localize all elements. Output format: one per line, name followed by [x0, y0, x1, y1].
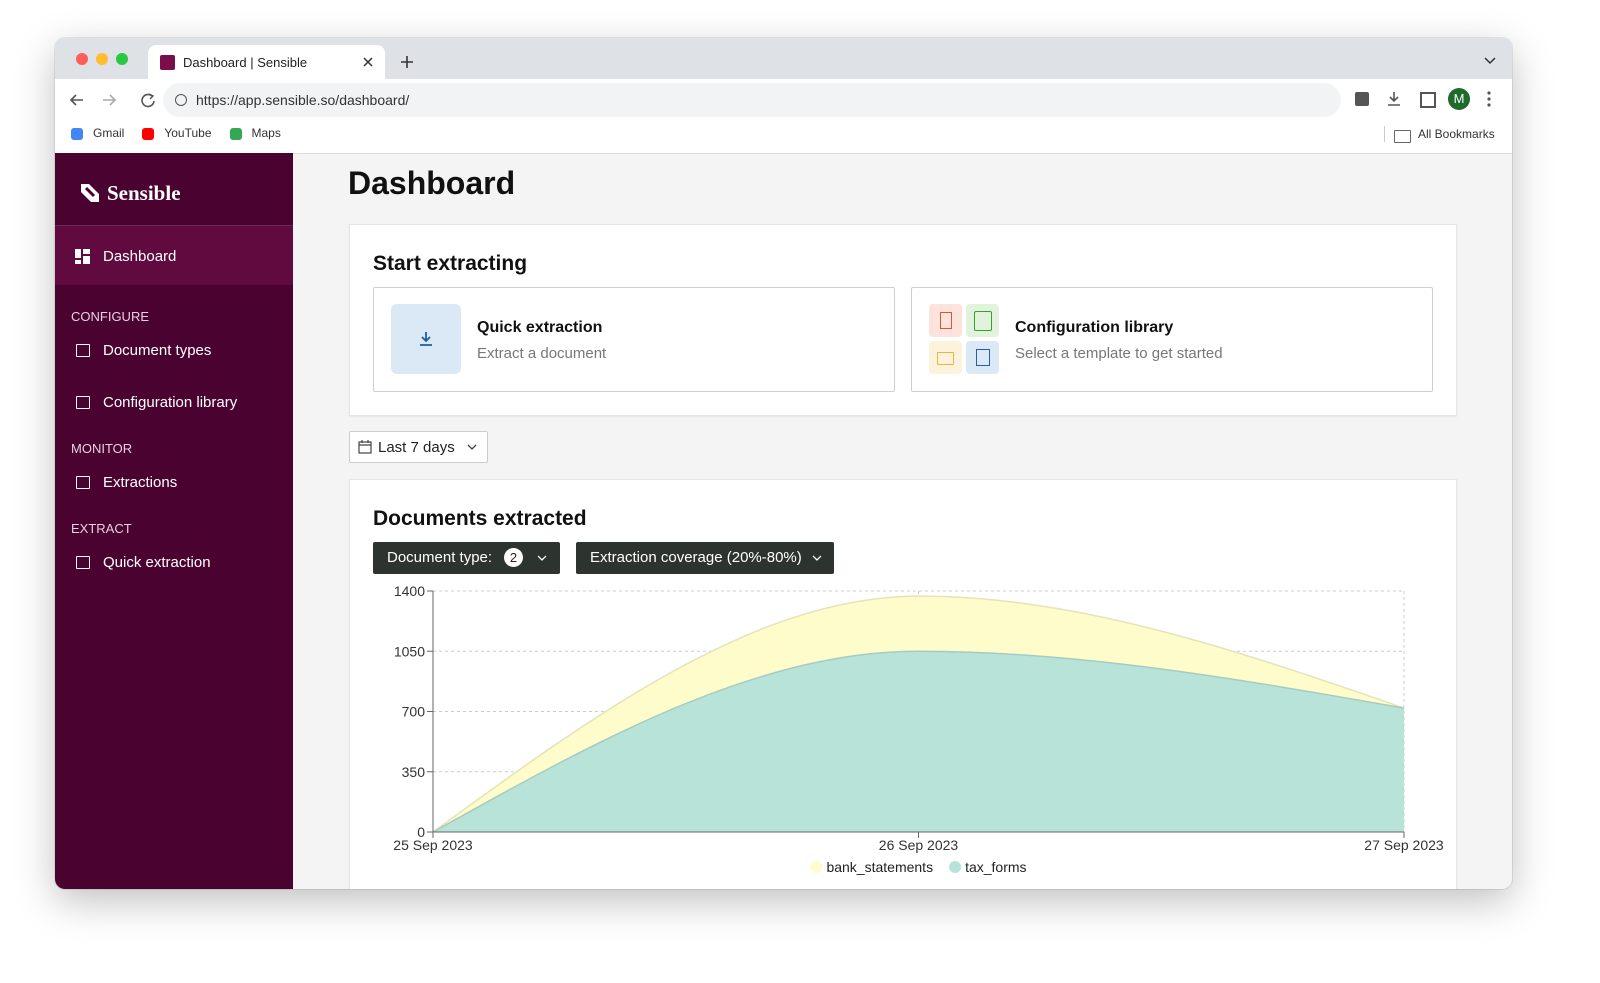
calendar-icon: [358, 440, 372, 454]
nav-label: Dashboard: [103, 248, 177, 265]
bookmark[interactable]: YouTube: [164, 126, 212, 140]
nav-buttons[interactable]: [69, 92, 169, 108]
date-filter-label: Last 7 days: [378, 439, 455, 456]
divider: [55, 225, 293, 226]
chart: 0 350 700 1050 1400 25 Sep 2023 26 Sep 2023 27 …: [393, 583, 1444, 875]
toolbar: https://app.sensible.so/dashboard/ M Gma…: [55, 79, 1512, 154]
minimize-dot[interactable]: [96, 53, 108, 65]
start-card: Start extracting Quick extraction Extrac…: [349, 224, 1457, 416]
area-edge: [432, 595, 1405, 833]
nav-icon: [76, 476, 90, 489]
area-edge: [432, 650, 1405, 833]
extensions-icon[interactable]: [1355, 92, 1369, 106]
legend-marker: [810, 861, 823, 873]
x-tick-label: 25 Sep 2023: [393, 837, 473, 853]
tab-menu[interactable]: [1484, 57, 1496, 65]
dashboard-icon: [75, 249, 90, 264]
all-bookmarks[interactable]: All Bookmarks: [1418, 127, 1495, 141]
section-title: Start extracting: [373, 252, 528, 275]
legend-label: tax_forms: [965, 859, 1026, 875]
legend-marker: [949, 861, 962, 873]
bookmark[interactable]: Gmail: [93, 126, 125, 140]
filter-label: Extraction coverage (20%-80%): [590, 549, 802, 566]
bookmark-icon: [229, 128, 242, 140]
pdf-icon: [966, 304, 999, 337]
tab[interactable]: Dashboard | Sensible: [148, 45, 385, 79]
menu-icon[interactable]: [1486, 91, 1492, 107]
area: [433, 596, 1404, 832]
doc-icon: [966, 341, 999, 374]
filter-label: Document type:: [387, 549, 493, 566]
zoom-dot[interactable]: [116, 53, 128, 65]
legend-label: bank_statements: [826, 859, 933, 875]
tile-title: Configuration library: [1015, 319, 1174, 336]
nav-item[interactable]: Document types: [103, 342, 212, 359]
quick-extraction-tile[interactable]: Quick extraction Extract a document: [373, 287, 895, 392]
page-title: Dashboard: [348, 165, 516, 201]
nav-item-active[interactable]: Dashboard: [55, 226, 293, 285]
brand-logo: [81, 184, 99, 202]
nav-icon: [76, 344, 90, 357]
section-heading: MONITOR: [71, 441, 133, 456]
nav-item[interactable]: Quick extraction: [103, 554, 211, 571]
bookmark-icon: [71, 128, 83, 140]
chevron: [467, 444, 477, 450]
x-tick-label: 27 Sep 2023: [1364, 837, 1444, 853]
bookmarks-bar: Gmail YouTube Maps: [55, 125, 1512, 145]
tile-subtitle: Select a template to get started: [1015, 345, 1223, 362]
date-filter[interactable]: Last 7 days: [349, 431, 488, 463]
document-type-filter[interactable]: Document type: 2: [373, 542, 560, 574]
tile-subtitle: Extract a document: [477, 345, 607, 362]
bookmark[interactable]: Maps: [251, 126, 281, 140]
documents-card: Documents extracted Document type: 2 Ext…: [349, 479, 1457, 889]
sidepanel-icon[interactable]: [1420, 92, 1436, 108]
y-tick-label: 1050: [394, 643, 425, 659]
pdf-icon: [929, 304, 962, 337]
nav-item[interactable]: Extractions: [103, 474, 178, 491]
nav-icon: [76, 396, 90, 409]
section-title: Documents extracted: [373, 507, 587, 530]
favicon: [160, 55, 175, 70]
tab-title: Dashboard | Sensible: [183, 55, 308, 70]
tab-close[interactable]: [362, 56, 374, 68]
tab-bar: Dashboard | Sensible: [55, 38, 1512, 79]
area: [433, 651, 1404, 832]
sidebar: Sensible Dashboard CONFIGURE Document typ…: [55, 153, 293, 889]
y-tick-label: 700: [402, 704, 426, 720]
nav-icon: [76, 556, 90, 569]
y-tick-label: 350: [402, 764, 426, 780]
tile-title: Quick extraction: [477, 319, 603, 336]
filter-badge: 2: [504, 548, 523, 567]
nav-item[interactable]: Configuration library: [103, 394, 238, 411]
new-tab[interactable]: [400, 55, 414, 69]
close-dot[interactable]: [76, 53, 88, 65]
coverage-filter[interactable]: Extraction coverage (20%-80%): [576, 542, 834, 574]
section-heading: CONFIGURE: [71, 309, 149, 324]
download-icon[interactable]: [1386, 91, 1402, 107]
folder-icon: [929, 341, 962, 374]
section-heading: EXTRACT: [71, 521, 132, 536]
url: https://app.sensible.so/dashboard/: [196, 92, 410, 108]
address-bar[interactable]: https://app.sensible.so/dashboard/: [163, 83, 1341, 117]
y-tick-label: 1400: [394, 583, 425, 599]
browser-window: Dashboard | Sensible https://app.sensibl…: [55, 38, 1512, 889]
folder-icon: [1394, 130, 1411, 143]
bookmark-icon: [142, 128, 155, 140]
config-library-tile[interactable]: Configuration library Select a template …: [911, 287, 1433, 392]
tile-icon: [391, 304, 461, 374]
site-info-icon[interactable]: [175, 94, 187, 106]
y-tick-label: 0: [417, 824, 425, 840]
separator: [1384, 126, 1385, 142]
brand-name: Sensible: [107, 181, 181, 205]
avatar[interactable]: M: [1448, 88, 1470, 110]
x-tick-label: 26 Sep 2023: [879, 837, 959, 853]
